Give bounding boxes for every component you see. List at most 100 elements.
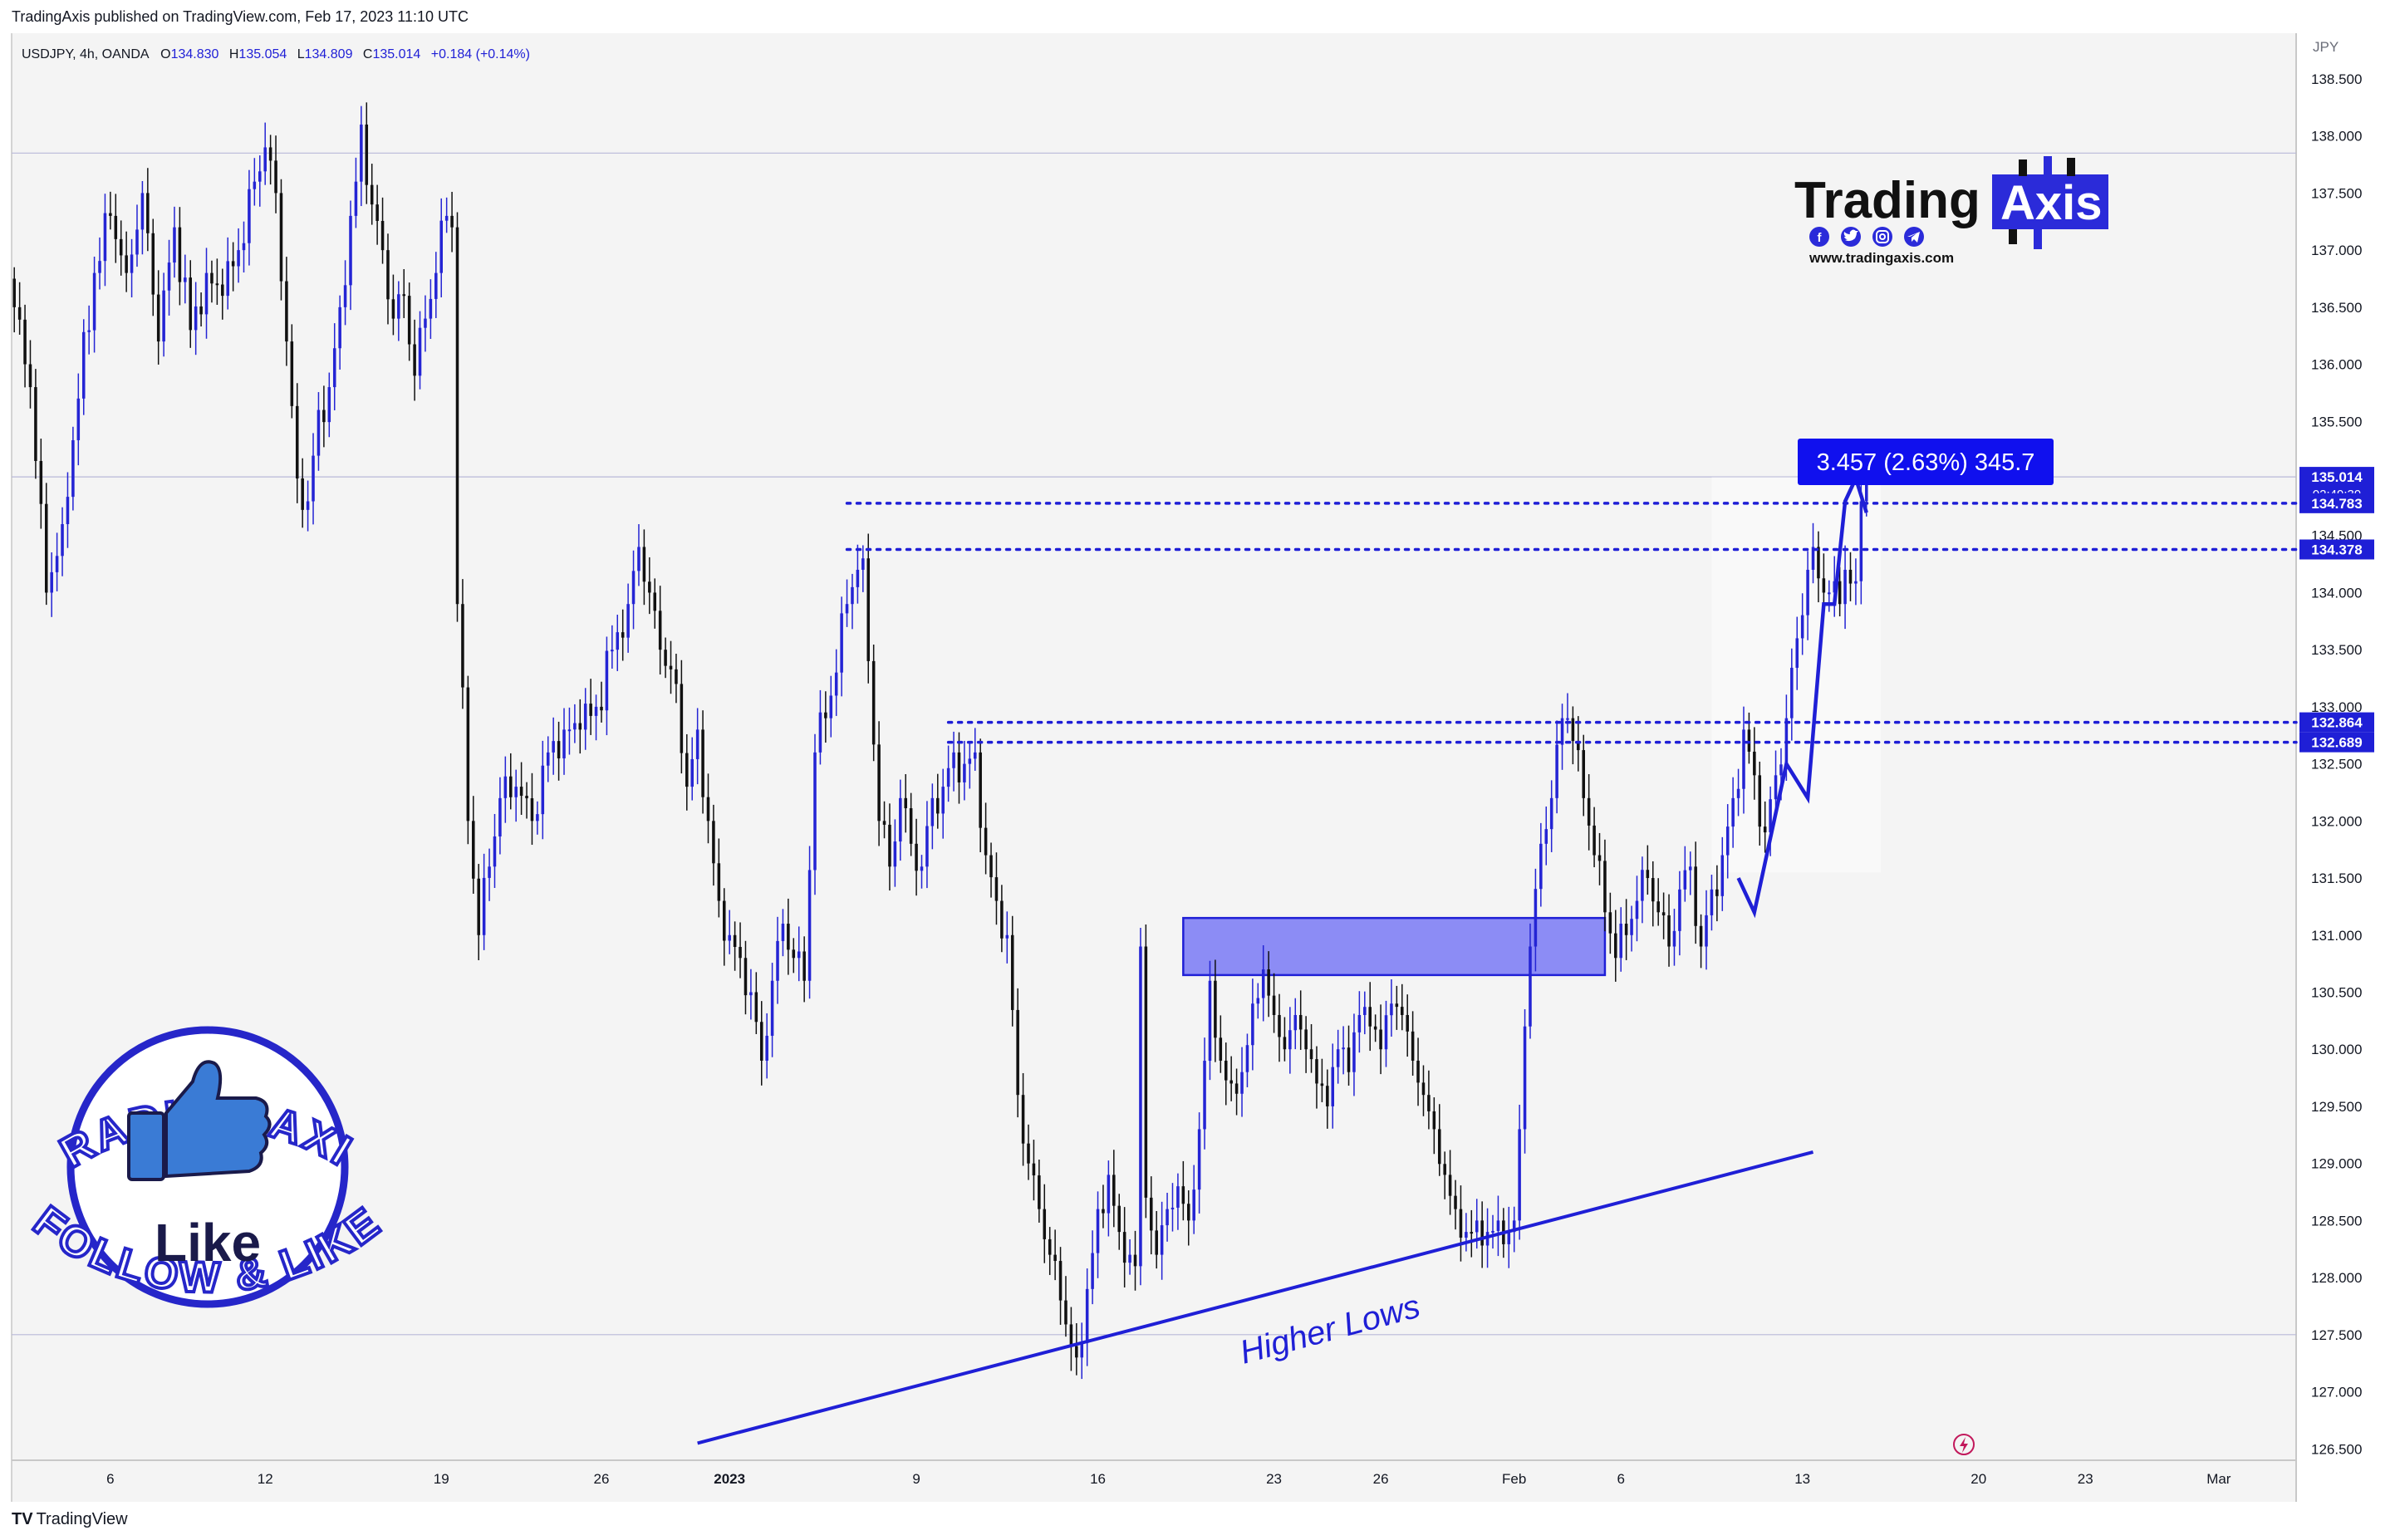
candle [1288, 1030, 1292, 1050]
price-tick: 129.000 [2311, 1156, 2362, 1172]
candle [1854, 581, 1858, 584]
candle [1608, 912, 1612, 934]
candle [1710, 889, 1714, 915]
measure-label-box [1798, 439, 2054, 485]
candle [81, 331, 86, 399]
candle [119, 238, 123, 256]
measure-tool[interactable]: 3.457 (2.63%) 345.7 [1798, 439, 2054, 485]
candle [1401, 1007, 1404, 1015]
price-axis[interactable]: 126.500 127.000 127.500 128.000 128.500 129.0… [2311, 71, 2362, 1457]
candle [1859, 501, 1863, 581]
candle [1705, 915, 1708, 947]
candle [1379, 1029, 1382, 1050]
candle [818, 712, 822, 753]
tradingview-brand[interactable]: TV TradingView [12, 1510, 128, 1528]
candle [114, 215, 118, 239]
candle [909, 808, 913, 844]
candle [1171, 1207, 1175, 1209]
candle [1769, 799, 1772, 833]
candle [1150, 1197, 1153, 1231]
like-text: Like [155, 1213, 261, 1273]
flash-icon[interactable] [1953, 1434, 1975, 1455]
candle [552, 741, 555, 753]
candlestick-chart[interactable]: Higher Lows 3.457 (2.63%) 345.7 USDJPY, … [0, 33, 2395, 1502]
candle [1395, 1003, 1399, 1008]
candle [616, 632, 620, 650]
candle [1208, 980, 1212, 1062]
candle [1032, 1163, 1036, 1176]
candle [508, 776, 513, 797]
candle [1080, 1342, 1084, 1358]
price-label-box [2299, 732, 2374, 753]
candle [290, 341, 294, 406]
projection-area [1711, 477, 1881, 873]
candle [1470, 1232, 1474, 1234]
higher-lows-trendline[interactable] [697, 1150, 1814, 1445]
candle [1593, 825, 1596, 856]
candle [1352, 1032, 1356, 1072]
candle [1491, 1230, 1494, 1233]
candle [877, 744, 881, 821]
time-tick: Feb [1502, 1471, 1526, 1487]
candle [1326, 1086, 1329, 1106]
projection-path[interactable] [1736, 473, 1868, 919]
price-label-box [2299, 539, 2374, 560]
candle [1347, 1047, 1351, 1072]
price-label-value: 134.378 [2311, 542, 2362, 558]
candle [1000, 900, 1004, 939]
candle [1192, 1189, 1195, 1221]
candle [1229, 1080, 1233, 1084]
candle [994, 877, 999, 901]
candle [888, 824, 891, 867]
candle [402, 294, 406, 297]
candle [706, 797, 710, 821]
logo-word-trading: Trading [1794, 172, 1980, 229]
candle [1021, 1095, 1025, 1144]
candle [690, 758, 694, 787]
candle [1416, 1060, 1420, 1083]
candle [637, 547, 640, 571]
candle [701, 729, 704, 797]
plot-area [12, 33, 2296, 1502]
candle [1373, 1026, 1377, 1030]
price-tick: 133.500 [2311, 642, 2362, 658]
candle [776, 940, 779, 981]
candle [39, 460, 43, 504]
candle [50, 571, 53, 593]
candle [439, 220, 443, 273]
candle [237, 250, 240, 267]
candle [322, 410, 326, 423]
candle [434, 272, 438, 299]
candle [1661, 912, 1666, 916]
candle [125, 255, 128, 273]
candle [557, 741, 561, 758]
candle [226, 261, 229, 297]
candle [338, 307, 341, 349]
candle [1656, 901, 1660, 913]
candle [279, 193, 283, 282]
candle [754, 992, 758, 1023]
candle [519, 787, 523, 797]
candle [173, 227, 176, 263]
legend-symbol: USDJPY, 4h, OANDA [22, 47, 150, 61]
time-axis[interactable]: 6 12 19 26 2023 9 16 23 26 Feb 6 13 20 23 Mar [106, 1471, 2231, 1487]
candle [472, 821, 475, 879]
logo-candle-icon [2034, 229, 2042, 249]
logo-url: www.tradingaxis.com [1809, 250, 1954, 266]
candle [546, 752, 550, 766]
candle [899, 797, 902, 842]
candle [514, 787, 518, 797]
candle [813, 752, 817, 871]
price-label-value: 134.783 [2311, 496, 2362, 512]
candle [1010, 934, 1014, 1010]
candle [178, 227, 182, 282]
candle [1518, 1129, 1521, 1221]
candle [1865, 477, 1868, 502]
candle [1523, 1026, 1527, 1130]
candle [1181, 1186, 1185, 1204]
candle [631, 571, 636, 605]
candle [1160, 1225, 1164, 1255]
candle [397, 294, 400, 319]
candle [979, 752, 982, 828]
candle [963, 763, 966, 782]
